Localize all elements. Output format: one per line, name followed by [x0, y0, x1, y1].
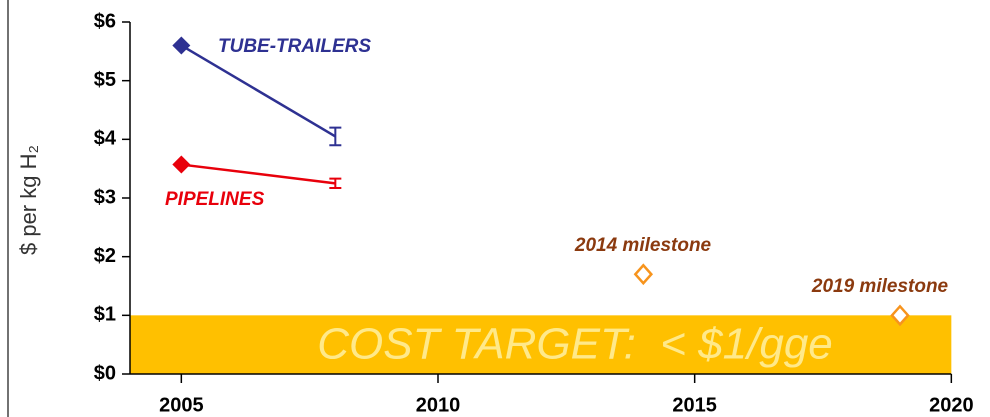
target-band [130, 315, 952, 374]
y-tick-label: $0 [94, 362, 116, 384]
milestone-marker [890, 304, 910, 327]
y-tick-label: $4 [94, 128, 117, 150]
point-marker [172, 155, 191, 174]
series-label: PIPELINES [165, 189, 265, 210]
milestone-label: 2019 milestone [811, 276, 949, 297]
y-tick-label: $1 [94, 304, 116, 326]
point-marker [172, 36, 191, 55]
x-tick-label: 2005 [159, 394, 204, 416]
x-tick-label: 2015 [672, 394, 717, 416]
target-label: COST TARGET: < $1/gge [317, 319, 833, 368]
milestone-marker [633, 263, 654, 286]
error-bar [329, 126, 342, 147]
y-tick-label: $3 [94, 186, 116, 208]
error-bar [329, 177, 342, 190]
y-tick-label: $2 [94, 245, 116, 267]
y-tick-label: $6 [94, 10, 116, 32]
y-axis-label: $ per kg H₂ [16, 145, 41, 255]
x-tick-label: 2010 [416, 394, 461, 416]
y-tick-label: $5 [94, 69, 116, 91]
milestone-label: 2014 milestone [574, 235, 712, 256]
x-tick-label: 2020 [929, 394, 974, 416]
series-label: TUBE-TRAILERS [218, 36, 371, 57]
series-line [181, 163, 336, 185]
series-line [180, 44, 336, 138]
